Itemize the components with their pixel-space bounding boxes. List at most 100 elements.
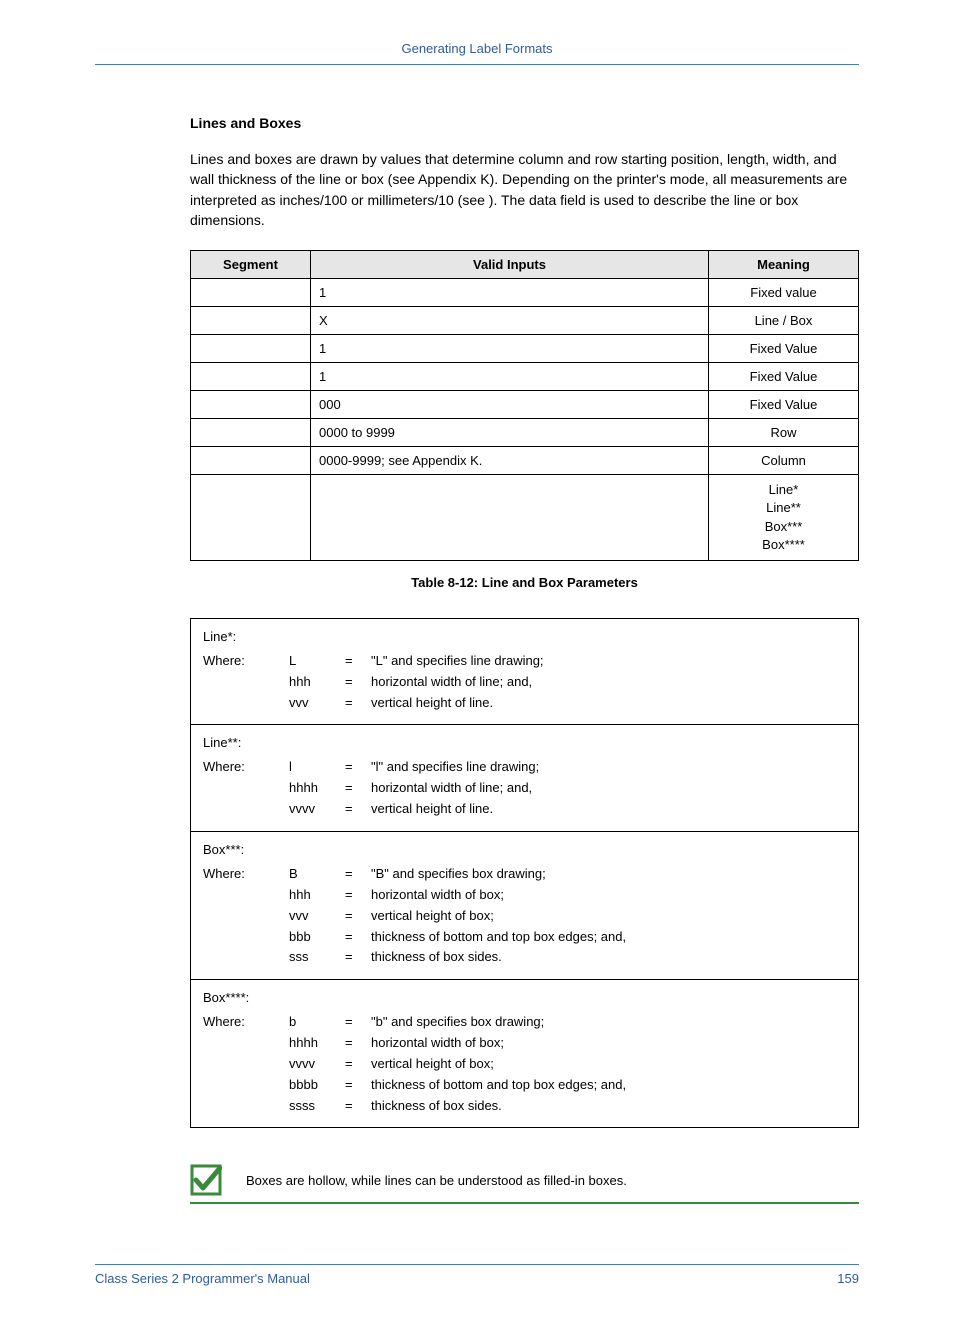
- cell-segment: [191, 419, 311, 447]
- cell-segment: [191, 307, 311, 335]
- definition-equals: =: [345, 1055, 365, 1074]
- cell-valid: 1: [311, 363, 709, 391]
- table-row: 000Fixed Value: [191, 391, 859, 419]
- content-area: Lines and Boxes Lines and boxes are draw…: [95, 115, 859, 1204]
- parameters-table: Segment Valid Inputs Meaning 1Fixed valu…: [190, 250, 859, 561]
- definition-where: Where:: [203, 865, 283, 884]
- definition-row: Box***: Where: B = "B" and specifies box dra…: [191, 832, 859, 980]
- definition-equals: =: [345, 907, 365, 926]
- cell-valid: 1: [311, 335, 709, 363]
- col-header-valid: Valid Inputs: [311, 251, 709, 279]
- definition-grid: Where: B = "B" and specifies box drawing; hh…: [203, 865, 846, 967]
- definition-equals: =: [345, 779, 365, 798]
- definition-symbol: L: [289, 652, 339, 671]
- table-row: 0000 to 9999Row: [191, 419, 859, 447]
- definition-equals: =: [345, 928, 365, 947]
- note-row: Boxes are hollow, while lines can be und…: [190, 1164, 859, 1204]
- definition-description: "l" and specifies line drawing;: [371, 758, 846, 777]
- definition-label: Box***:: [203, 842, 846, 857]
- definition-symbol: hhh: [289, 886, 339, 905]
- definition-row: Line**: Where: l = "l" and specifies line dr…: [191, 725, 859, 832]
- cell-meaning: Row: [709, 419, 859, 447]
- cell-meaning: Fixed Value: [709, 391, 859, 419]
- definition-equals: =: [345, 652, 365, 671]
- cell-meaning: Fixed Value: [709, 335, 859, 363]
- definition-label: Box****:: [203, 990, 846, 1005]
- definition-equals: =: [345, 1097, 365, 1116]
- cell-meaning: Line / Box: [709, 307, 859, 335]
- definition-equals: =: [345, 1013, 365, 1032]
- definition-symbol: l: [289, 758, 339, 777]
- cell-meaning: Line*Line**Box***Box****: [709, 475, 859, 561]
- definition-description: horizontal width of box;: [371, 886, 846, 905]
- definition-symbol: bbbb: [289, 1076, 339, 1095]
- table-row: XLine / Box: [191, 307, 859, 335]
- definition-description: horizontal width of line; and,: [371, 779, 846, 798]
- definition-where: Where:: [203, 758, 283, 777]
- definition-symbol: hhh: [289, 673, 339, 692]
- definition-symbol: hhhh: [289, 1034, 339, 1053]
- cell-valid: 0000-9999; see Appendix K.: [311, 447, 709, 475]
- definition-grid: Where: l = "l" and specifies line drawing; h…: [203, 758, 846, 819]
- col-header-segment: Segment: [191, 251, 311, 279]
- definition-description: vertical height of line.: [371, 800, 846, 819]
- table-row: 1Fixed Value: [191, 363, 859, 391]
- footer-left: Class Series 2 Programmer's Manual: [95, 1271, 310, 1286]
- definition-equals: =: [345, 673, 365, 692]
- definition-description: "B" and specifies box drawing;: [371, 865, 846, 884]
- definition-grid: Where:L="L" and specifies line drawing;h…: [203, 652, 846, 713]
- page: Generating Label Formats Lines and Boxes…: [0, 0, 954, 1326]
- definition-symbol: vvvv: [289, 800, 339, 819]
- definition-symbol: b: [289, 1013, 339, 1032]
- definition-description: horizontal width of box;: [371, 1034, 846, 1053]
- cell-meaning: Fixed value: [709, 279, 859, 307]
- cell-segment: [191, 391, 311, 419]
- definition-symbol: bbb: [289, 928, 339, 947]
- cell-valid: 0000 to 9999: [311, 419, 709, 447]
- table-caption: Table 8-12: Line and Box Parameters: [190, 575, 859, 590]
- checkmark-icon: [190, 1164, 222, 1196]
- definition-cell: Line**: Where: l = "l" and specifies line dr…: [191, 725, 859, 832]
- section-title: Lines and Boxes: [190, 115, 859, 131]
- cell-segment: [191, 475, 311, 561]
- page-footer: Class Series 2 Programmer's Manual 159: [95, 1264, 859, 1286]
- definition-equals: =: [345, 1034, 365, 1053]
- definition-equals: =: [345, 865, 365, 884]
- definition-symbol: vvv: [289, 694, 339, 713]
- definition-description: vertical height of line.: [371, 694, 846, 713]
- definition-description: thickness of box sides.: [371, 948, 846, 967]
- definition-symbol: vvvv: [289, 1055, 339, 1074]
- definition-grid: Where: b = "b" and specifies box drawing; hh…: [203, 1013, 846, 1115]
- definition-equals: =: [345, 948, 365, 967]
- definition-symbol: vvv: [289, 907, 339, 926]
- definition-label: Line**:: [203, 735, 846, 750]
- definition-row: Box****: Where: b = "b" and specifies box dr…: [191, 980, 859, 1128]
- table-row: 1Fixed Value: [191, 335, 859, 363]
- definition-description: thickness of bottom and top box edges; a…: [371, 928, 846, 947]
- definition-cell: Line*:Where:L="L" and specifies line dra…: [191, 618, 859, 725]
- footer-right: 159: [837, 1271, 859, 1286]
- definition-description: vertical height of box;: [371, 907, 846, 926]
- definition-description: horizontal width of line; and,: [371, 673, 846, 692]
- definition-cell: Box***: Where: B = "B" and specifies box dra…: [191, 832, 859, 980]
- definition-cell: Box****: Where: b = "b" and specifies box dr…: [191, 980, 859, 1128]
- definition-symbol: hhhh: [289, 779, 339, 798]
- definition-description: "b" and specifies box drawing;: [371, 1013, 846, 1032]
- intro-paragraph: Lines and boxes are drawn by values that…: [190, 149, 859, 230]
- cell-segment: [191, 447, 311, 475]
- definition-where: Where:: [203, 652, 283, 671]
- note-text: Boxes are hollow, while lines can be und…: [246, 1173, 627, 1188]
- definition-symbol: ssss: [289, 1097, 339, 1116]
- definition-description: vertical height of box;: [371, 1055, 846, 1074]
- definition-description: thickness of box sides.: [371, 1097, 846, 1116]
- cell-valid: 1: [311, 279, 709, 307]
- cell-valid: [311, 475, 709, 561]
- definition-where: Where:: [203, 1013, 283, 1032]
- definition-symbol: sss: [289, 948, 339, 967]
- cell-segment: [191, 335, 311, 363]
- col-header-meaning: Meaning: [709, 251, 859, 279]
- definition-label: Line*:: [203, 629, 846, 644]
- definition-row: Line*:Where:L="L" and specifies line dra…: [191, 618, 859, 725]
- definition-symbol: B: [289, 865, 339, 884]
- definition-description: thickness of bottom and top box edges; a…: [371, 1076, 846, 1095]
